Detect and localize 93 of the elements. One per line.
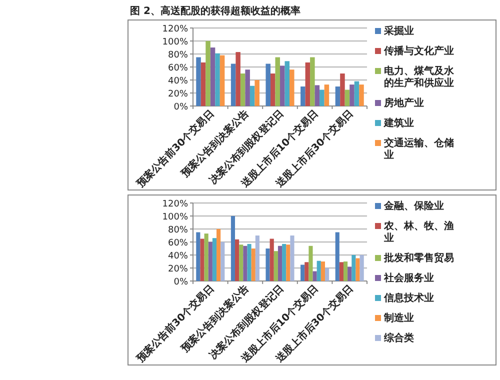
y-tick-label: 100%	[162, 38, 188, 48]
bar	[216, 229, 221, 281]
y-tick-label: 80%	[168, 50, 188, 60]
bar	[359, 84, 364, 106]
legend-label: 农、林、牧、渔业	[383, 220, 454, 244]
bar	[320, 90, 324, 106]
bar	[196, 232, 200, 281]
y-tick-label: 120%	[162, 24, 188, 34]
bar	[344, 90, 350, 106]
bar	[275, 57, 280, 106]
bar	[266, 64, 270, 106]
bar	[274, 251, 278, 281]
bar	[278, 246, 282, 281]
bar	[196, 57, 201, 106]
legend-label: 传播与文化产业	[383, 45, 454, 57]
bar	[316, 260, 321, 281]
y-tick-label: 20%	[168, 90, 188, 100]
bar	[200, 62, 206, 106]
bar	[235, 239, 240, 281]
bar	[340, 74, 345, 106]
bar	[343, 262, 348, 281]
y-tick-label: 60%	[168, 64, 188, 74]
y-tick-label: 20%	[168, 264, 188, 274]
bar	[208, 242, 212, 281]
y-tick-label: 40%	[168, 76, 188, 86]
legend-label: 交通运输、仓储业	[383, 137, 454, 161]
bar	[243, 246, 248, 281]
bar	[200, 238, 204, 281]
bar	[290, 70, 294, 106]
legend-label: 社会服务业	[383, 272, 434, 284]
y-tick-label: 120%	[162, 200, 188, 210]
y-tick-label: 100%	[162, 212, 188, 222]
bar	[215, 53, 220, 106]
legend-label: 制造业	[383, 312, 414, 324]
bar	[310, 57, 315, 106]
bar	[348, 266, 352, 281]
bar	[282, 244, 286, 281]
y-tick-label: 60%	[168, 238, 188, 248]
y-tick-label: 40%	[168, 252, 188, 262]
legend-label: 采掘业	[383, 25, 414, 37]
legend-label: 批发和零售贸易	[383, 252, 454, 264]
y-tick-label: 80%	[168, 226, 188, 236]
bar	[220, 55, 225, 106]
bar	[335, 86, 340, 106]
legend-label: 电力、煤气及水的生产和供应业	[384, 65, 455, 89]
bar	[239, 244, 244, 281]
bar	[236, 52, 240, 106]
bar	[250, 86, 255, 106]
legend-label: 综合类	[383, 332, 414, 344]
bar	[286, 244, 290, 281]
bar	[308, 246, 313, 281]
bar	[280, 66, 285, 106]
bar	[255, 236, 260, 281]
bar	[230, 64, 236, 106]
y-tick-label: 0%	[174, 102, 188, 112]
bar	[210, 48, 216, 106]
bar	[245, 70, 250, 106]
bar	[312, 271, 317, 281]
bar	[247, 244, 252, 281]
bar	[230, 216, 236, 281]
bar	[356, 258, 360, 281]
legend-label: 房地产业	[383, 97, 424, 109]
bar	[240, 74, 246, 106]
bar	[354, 81, 360, 106]
bar	[324, 84, 330, 106]
chart-title: 图 2、高送配股的获得超额收益的概率	[130, 5, 300, 17]
bar	[305, 62, 310, 106]
bar	[320, 262, 325, 281]
bar	[206, 41, 210, 106]
bar	[290, 236, 294, 281]
bar	[300, 86, 306, 106]
bar	[220, 242, 225, 281]
bar	[251, 248, 256, 281]
bar	[335, 232, 340, 281]
bar	[212, 238, 217, 281]
legend-label: 建筑业	[383, 117, 414, 129]
bar	[284, 61, 290, 106]
bar	[339, 262, 344, 281]
bar	[300, 264, 305, 281]
bar	[360, 255, 364, 281]
bar	[324, 268, 330, 281]
bar	[270, 238, 274, 281]
bar	[350, 84, 354, 106]
bar	[270, 74, 276, 106]
legend-label: 信息技术业	[383, 292, 434, 304]
bar	[304, 262, 309, 281]
bar	[314, 85, 320, 106]
bar	[352, 255, 356, 281]
legend-label: 金融、保险业	[383, 200, 444, 212]
bar	[204, 234, 208, 281]
bar	[254, 80, 260, 106]
y-tick-label: 0%	[174, 278, 188, 288]
bar	[266, 248, 270, 281]
